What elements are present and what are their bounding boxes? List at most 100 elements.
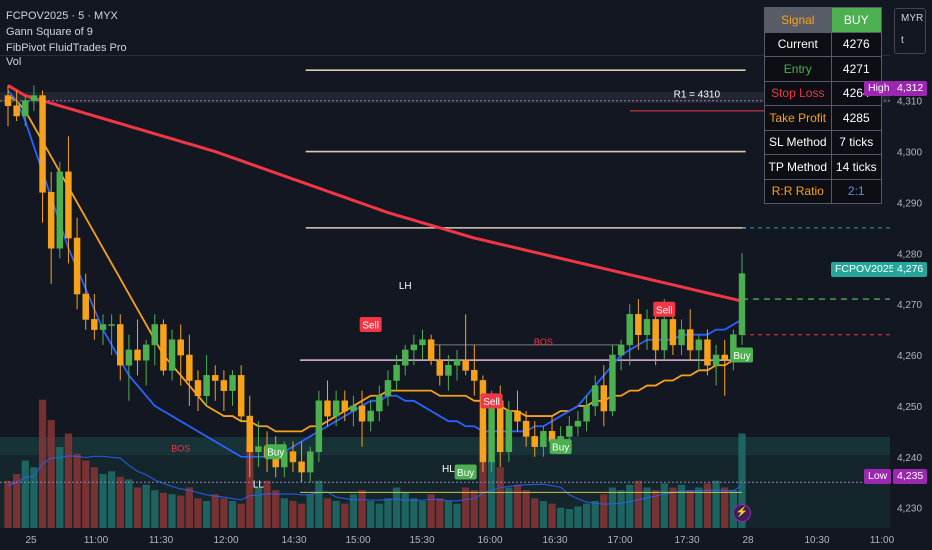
candle-body <box>56 171 64 249</box>
candle-body <box>22 100 29 117</box>
volume-bar <box>358 490 366 528</box>
x-tick-label: 15:30 <box>409 535 434 546</box>
buy-signal-label: Buy <box>552 443 569 454</box>
currency-button[interactable]: MYR t <box>894 8 926 54</box>
volume-bar <box>721 487 729 528</box>
volume-bar <box>582 503 591 528</box>
volume-bar <box>436 498 444 528</box>
candle-body <box>522 420 530 437</box>
x-tick-label: 17:00 <box>607 535 632 546</box>
candle-body <box>160 324 167 371</box>
indicator-fibpivot[interactable]: FibPivot FluidTrades Pro <box>6 42 127 54</box>
x-tick-label: 28 <box>742 535 754 546</box>
candle-body <box>91 319 98 330</box>
candle-layer <box>4 85 746 483</box>
candle-body <box>177 339 184 356</box>
volume-bar <box>125 479 133 528</box>
candle-body <box>505 410 513 452</box>
candle-body <box>203 375 210 397</box>
ema-red-line <box>7 84 743 303</box>
flash-icon[interactable]: ⚡ <box>733 504 751 522</box>
buy-signal-badge <box>731 347 753 363</box>
volume-bar <box>220 498 228 528</box>
candle-body <box>341 400 349 412</box>
panel-row: Entry 4271 <box>764 56 883 82</box>
volume-bar <box>617 490 625 528</box>
volume-bar <box>505 487 513 528</box>
y-tick-label: 4,250 <box>897 402 922 413</box>
indicator-gann[interactable]: Gann Square of 9 <box>6 26 93 38</box>
volume-bar <box>194 498 202 528</box>
panel-value: 2:1 <box>830 178 883 204</box>
panel-label: Take Profit <box>764 105 832 131</box>
buy-signal-label: Buy <box>733 351 750 362</box>
sell-signal-label: Sell <box>656 305 673 316</box>
candle-body <box>609 354 616 412</box>
panel-value: 7 ticks <box>830 129 883 155</box>
candle-body <box>315 400 323 452</box>
candle-body <box>721 354 728 361</box>
candle-body <box>600 385 608 412</box>
panel-label: Stop Loss <box>764 80 832 106</box>
volume-bar <box>401 492 409 528</box>
panel-value: 4285 <box>830 105 883 131</box>
volume-bar <box>479 426 487 528</box>
legend-divider <box>0 55 890 56</box>
volume-bar <box>64 433 73 528</box>
symbol-title[interactable]: FCPOV2025 · 5 · MYX <box>6 10 118 22</box>
candle-body <box>626 314 633 346</box>
candle-body <box>142 344 150 361</box>
candle-body <box>168 339 176 371</box>
volume-bar <box>695 487 703 528</box>
volume-average-line <box>7 455 743 505</box>
candle-body <box>419 339 426 346</box>
y-tick-label: 4,290 <box>897 198 922 209</box>
volume-bar <box>487 460 496 528</box>
candle-body <box>306 451 314 473</box>
x-tick-label: 14:30 <box>281 535 306 546</box>
structure-label: BOS <box>534 337 553 347</box>
panel-label: Entry <box>764 56 832 82</box>
volume-bar <box>427 494 435 528</box>
level-layer: R1 = 4310 <box>0 69 890 493</box>
volume-label[interactable]: Vol <box>6 56 22 68</box>
candle-body <box>376 395 383 412</box>
volume-bar <box>151 490 159 528</box>
panel-value: 4276 <box>830 31 883 57</box>
candle-body <box>712 354 720 366</box>
sell-signal-label: Sell <box>362 321 379 332</box>
structure-label: HL <box>442 464 455 475</box>
low-value: 4,235 <box>897 470 924 482</box>
volume-bar <box>643 487 651 528</box>
volume-bar <box>177 495 185 528</box>
panel-value: 14 ticks <box>830 154 883 180</box>
panel-label: SL Method <box>764 129 832 155</box>
candle-body <box>255 446 262 452</box>
volume-bar <box>384 498 392 528</box>
buy-signal-label: Buy <box>457 468 474 479</box>
candle-body <box>704 339 711 366</box>
candle-body <box>4 95 12 107</box>
volume-bar <box>82 460 90 528</box>
low-value-tag: 4,235 <box>893 469 928 484</box>
volume-bar <box>418 501 427 528</box>
volume-bar <box>548 503 556 528</box>
candle-body <box>212 375 219 381</box>
candle-body <box>194 380 202 397</box>
candle-body <box>583 405 590 422</box>
volume-bar <box>272 490 280 528</box>
volume-bar <box>444 501 453 528</box>
volume-bar <box>202 501 211 528</box>
candle-body <box>695 339 703 351</box>
high-value: 4,312 <box>897 82 924 94</box>
volume-bar <box>608 487 617 528</box>
y-tick-label: 4,280 <box>897 249 922 260</box>
candle-body <box>643 319 651 335</box>
panel-value: 4271 <box>830 56 883 82</box>
volume-bar <box>669 487 677 528</box>
candle-body <box>445 364 452 376</box>
volume-bar <box>73 453 81 528</box>
x-tick-label: 15:00 <box>345 535 370 546</box>
panel-row: R:R Ratio 2:1 <box>764 178 883 204</box>
panel-row: TP Method 14 ticks <box>764 154 883 180</box>
